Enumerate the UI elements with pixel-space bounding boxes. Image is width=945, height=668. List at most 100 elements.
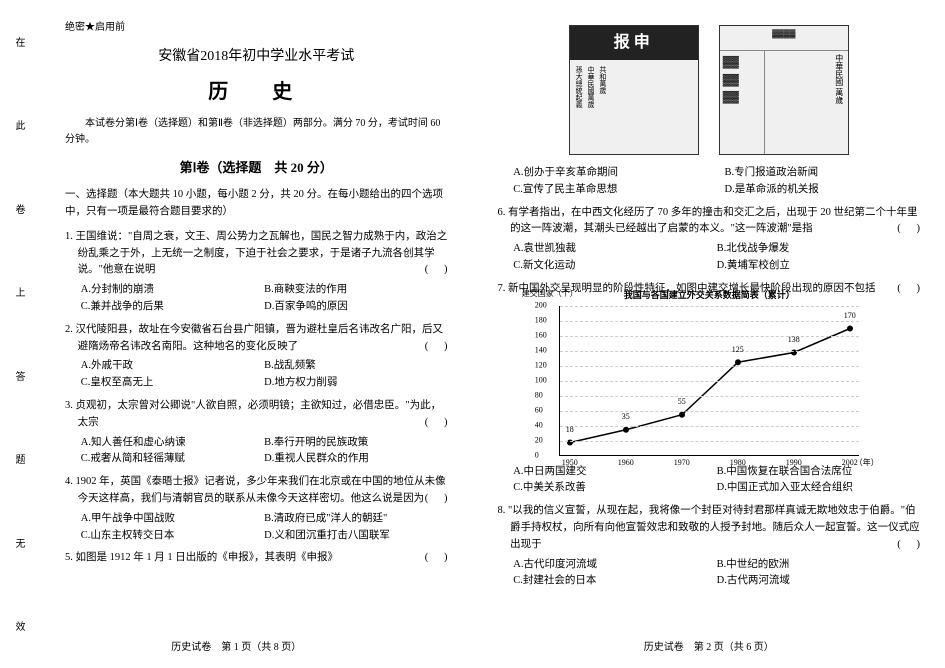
content-area: 一、选择题（本大题共 10 小题，每小题 2 分，共 20 分。在每小题给出的四… (65, 187, 448, 567)
option-a: A.创办于辛亥革命期间 (498, 165, 709, 182)
newspaper-top: ▓▓▓▓ (720, 26, 848, 51)
option-c: C.封建社会的日本 (513, 573, 716, 590)
option-c: C.山东主权转交日本 (81, 528, 264, 545)
question-options: A.甲午战争中国战败 B.清政府已成"洋人的朝廷" C.山东主权转交日本 D.义… (81, 511, 448, 545)
chart-ylabel: 建交国家（个） (522, 288, 578, 301)
page-right: 报申 孫大總統起義 中華民國萬歲 共和萬歲 ▓▓▓▓ ▓▓▓▓▓▓ 中華民國 萬… (473, 0, 945, 668)
answer-blank (437, 262, 447, 279)
option-b: B.商鞅变法的作用 (264, 282, 447, 299)
q3-text: 3. 贞观初，太宗曾对公卿说"人欲自照，必须明镜；主欲知过，必借忠臣。"为此，太… (65, 400, 441, 428)
question-options: A.外戚干政 B.战乱频繁 C.皇权至高无上 D.地方权力削弱 (81, 358, 448, 392)
q1-text: 1. 王国维说："自周之衰，文王、周公势力之瓦解也，国民之智力成熟于内，政治之纷… (65, 231, 447, 276)
question-text: 3. 贞观初，太宗曾对公卿说"人欲自照，必须明镜；主欲知过，必借忠臣。"为此，太… (78, 398, 448, 432)
newspaper-body: ▓▓▓▓▓▓ 中華民國 萬歲 (720, 51, 848, 154)
question-text: 6. 有学者指出，在中西文化经历了 70 多年的撞击和交汇之后，出现于 20 世… (510, 205, 920, 239)
chart-title: 我国与各国建立外交关系数据简表（累计） (624, 288, 795, 302)
newspaper-column: 孫大總統起義 (575, 66, 583, 156)
question-text: 1. 王国维说："自周之衰，文王、周公势力之瓦解也，国民之智力成熟于内，政治之纷… (78, 229, 448, 279)
binding-marks: 在 此 卷 上 答 题 无 效 (8, 0, 28, 668)
diplomacy-chart: 我国与各国建立外交关系数据简表（累计） 建交国家（个） 204060801001… (559, 306, 859, 456)
question-options: A.知人善任和虚心纳谏 B.奉行开明的民族政策 C.戒奢从简和轻徭薄赋 D.重视… (81, 435, 448, 469)
q5-options: A.创办于辛亥革命期间 B.专门报道政治新闻 C.宣传了民主革命思想 D.是革命… (498, 165, 921, 199)
question-options: A.分封制的崩溃 B.商鞅变法的作用 C.兼并战争的后果 D.百家争鸣的原因 (81, 282, 448, 316)
option-b: B.清政府已成"洋人的朝廷" (264, 511, 447, 528)
binding-mark: 上 (10, 287, 26, 297)
q5-text: 5. 如图是 1912 年 1 月 1 日出版的《申报》，其表明《申报》 (65, 552, 338, 563)
option-d: D.重视人民群众的作用 (264, 451, 447, 468)
exam-title: 安徽省2018年初中学业水平考试 (65, 46, 448, 68)
option-c: C.戒奢从简和轻徭薄赋 (81, 451, 264, 468)
subject-title: 历 史 (65, 76, 448, 108)
question-text: 8. "以我的信义宣誓，从现在起，我将像一个封臣对待封君那样真诚无欺地效忠于伯爵… (510, 503, 920, 553)
question-4: 4. 1902 年，英国《泰晤士报》记者说，多少年来我们在北京或在中国的地位从未… (65, 474, 448, 544)
question-6: 6. 有学者指出，在中西文化经历了 70 多年的撞击和交汇之后，出现于 20 世… (498, 205, 921, 275)
instruction: 一、选择题（本大题共 10 小题，每小题 2 分，共 20 分。在每小题给出的四… (65, 187, 448, 221)
option-a: A.古代印度河流域 (513, 557, 716, 574)
option-b: B.中世纪的欧洲 (717, 557, 920, 574)
option-c: C.皇权至高无上 (81, 375, 264, 392)
q6-text: 6. 有学者指出，在中西文化经历了 70 多年的撞击和交汇之后，出现于 20 世… (498, 207, 918, 235)
option-c: C.宣传了民主革命思想 (498, 182, 709, 199)
option-d: D.义和团沉重打击八国联军 (264, 528, 447, 545)
question-8: 8. "以我的信义宣誓，从现在起，我将像一个封臣对待封君那样真诚无欺地效忠于伯爵… (498, 503, 921, 590)
page-left: 在 此 卷 上 答 题 无 效 绝密★启用前 安徽省2018年初中学业水平考试 … (0, 0, 473, 668)
answer-blank (437, 415, 447, 432)
option-b: B.战乱频繁 (264, 358, 447, 375)
q2-text: 2. 汉代陵阳县，故址在今安徽省石台县广阳镇，晋为避杜皇后名讳改名广阳，后又避隋… (65, 324, 443, 352)
option-c: C.新文化运动 (513, 258, 716, 275)
newspaper-republic: ▓▓▓▓ ▓▓▓▓▓▓ 中華民國 萬歲 (719, 25, 849, 155)
page-footer: 历史试卷 第 1 页（共 8 页） (0, 640, 473, 656)
option-d: D.古代两河流域 (717, 573, 920, 590)
option-d: D.是革命派的机关报 (709, 182, 920, 199)
option-d: D.中国正式加入亚太经合组织 (717, 480, 920, 497)
answer-blank (910, 281, 920, 298)
binding-mark: 卷 (10, 204, 26, 214)
question-text: 2. 汉代陵阳县，故址在今安徽省石台县广阳镇，晋为避杜皇后名讳改名广阳，后又避隋… (78, 322, 448, 356)
binding-mark: 题 (10, 454, 26, 464)
question-3: 3. 贞观初，太宗曾对公卿说"人欲自照，必须明镜；主欲知过，必借忠臣。"为此，太… (65, 398, 448, 468)
option-c: C.兼并战争的后果 (81, 299, 264, 316)
question-1: 1. 王国维说："自周之衰，文王、周公势力之瓦解也，国民之智力成熟于内，政治之纷… (65, 229, 448, 316)
newspaper-column: 共和萬歲 (599, 66, 607, 156)
question-text: 5. 如图是 1912 年 1 月 1 日出版的《申报》，其表明《申报》 (78, 550, 448, 567)
q4-text: 4. 1902 年，英国《泰晤士报》记者说，多少年来我们在北京或在中国的地位从未… (65, 476, 446, 504)
answer-blank (910, 537, 920, 554)
newspaper-right-col: 中華民國 萬歲 (765, 51, 848, 154)
question-options: A.古代印度河流域 B.中世纪的欧洲 C.封建社会的日本 D.古代两河流域 (513, 557, 920, 591)
option-a: A.外戚干政 (81, 358, 264, 375)
option-d: D.黄埔军校创立 (717, 258, 920, 275)
option-a: A.袁世凯独裁 (513, 241, 716, 258)
option-c: C.中美关系改善 (513, 480, 716, 497)
newspaper-left-col: ▓▓▓▓▓▓ (720, 51, 765, 154)
option-a: A.甲午战争中国战败 (81, 511, 264, 528)
option-b: B.中国恢复在联合国合法席位 (717, 464, 920, 481)
binding-mark: 答 (10, 371, 26, 381)
answer-blank (910, 221, 920, 238)
option-b: B.北伐战争爆发 (717, 241, 920, 258)
newspaper-subtitle: 萬歲 (835, 88, 844, 104)
option-a: A.知人善任和虚心纳谏 (81, 435, 264, 452)
newspaper-shenbao: 报申 孫大總統起義 中華民國萬歲 共和萬歲 (569, 25, 699, 155)
binding-mark: 此 (10, 120, 26, 130)
option-d: D.百家争鸣的原因 (264, 299, 447, 316)
binding-mark: 无 (10, 538, 26, 548)
question-2: 2. 汉代陵阳县，故址在今安徽省石台县广阳镇，晋为避杜皇后名讳改名广阳，后又避隋… (65, 322, 448, 392)
question-5: 5. 如图是 1912 年 1 月 1 日出版的《申报》，其表明《申报》 (65, 550, 448, 567)
question-text: 4. 1902 年，英国《泰晤士报》记者说，多少年来我们在北京或在中国的地位从未… (78, 474, 448, 508)
newspaper-column: 中華民國萬歲 (587, 66, 595, 156)
option-d: D.地方权力削弱 (264, 375, 447, 392)
newspaper-title: 报申 (570, 26, 698, 60)
page-footer: 历史试卷 第 2 页（共 6 页） (473, 640, 945, 656)
answer-blank (437, 491, 447, 508)
section-title: 第Ⅰ卷（选择题 共 20 分） (65, 158, 448, 179)
q8-text: 8. "以我的信义宣誓，从现在起，我将像一个封臣对待封君那样真诚无欺地效忠于伯爵… (498, 505, 920, 550)
newspaper-body: 孫大總統起義 中華民國萬歲 共和萬歲 (570, 60, 698, 162)
option-b: B.专门报道政治新闻 (709, 165, 920, 182)
newspaper-images: 报申 孫大總統起義 中華民國萬歲 共和萬歲 ▓▓▓▓ ▓▓▓▓▓▓ 中華民國 萬… (498, 25, 921, 155)
binding-mark: 在 (10, 37, 26, 47)
option-b: B.奉行开明的民族政策 (264, 435, 447, 452)
question-options: A.袁世凯独裁 B.北伐战争爆发 C.新文化运动 D.黄埔军校创立 (513, 241, 920, 275)
option-a: A.分封制的崩溃 (81, 282, 264, 299)
question-7: 7. 新中国外交呈现明显的阶段性特征，如图中建交增长最快阶段出现的原因不包括 我… (498, 281, 921, 497)
binding-mark: 效 (10, 621, 26, 631)
